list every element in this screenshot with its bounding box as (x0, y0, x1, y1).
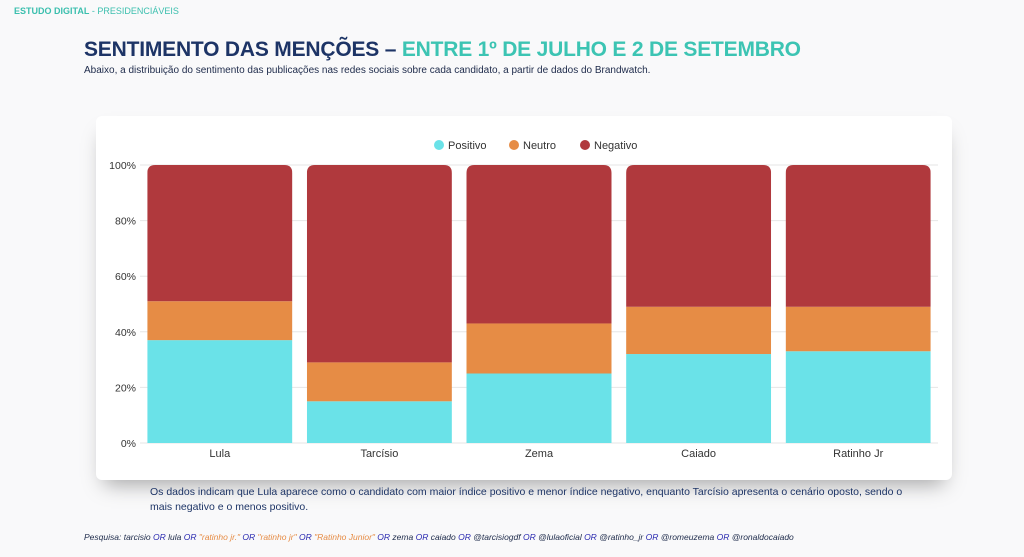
legend-label: Negativo (594, 140, 637, 152)
search-term: @romeuzema (660, 532, 715, 542)
brand-section: PRESIDENCIÁVEIS (97, 6, 179, 16)
search-term: "ratinho jr" (257, 532, 297, 542)
bar-segment-negativo (306, 165, 452, 363)
x-tick-label: Ratinho Jr (833, 448, 883, 460)
search-operator: OR (150, 532, 169, 542)
bar-segment-positivo (306, 401, 452, 443)
chart-card: 0% 20% 40% 60% 80% 100% Lula Tarcísio Zema Caiado… (96, 116, 952, 480)
title-main: SENTIMENTO DAS MENÇÕES – (84, 38, 402, 61)
bar-segment-neutro (785, 306, 931, 352)
brand-header: ESTUDO DIGITAL - PRESIDENCIÁVEIS (14, 6, 179, 16)
bar-segment-positivo (466, 373, 612, 443)
search-label: Pesquisa: (84, 532, 124, 542)
brand-name: ESTUDO DIGITAL (14, 6, 90, 16)
x-tick-label: Tarcísio (360, 448, 398, 460)
legend-label: Neutro (523, 140, 556, 152)
search-term: zema (392, 532, 414, 542)
search-operator: OR (455, 532, 474, 542)
search-term: @lulaoficial (538, 532, 582, 542)
analysis-note: Os dados indicam que Lula aparece como o… (150, 486, 903, 513)
bar-segment-neutro (626, 306, 772, 355)
bar-segment-negativo (785, 165, 931, 307)
legend-marker (434, 140, 444, 150)
legend-marker (580, 140, 590, 150)
search-operator: OR (581, 532, 600, 542)
y-tick-label: 20% (115, 382, 136, 394)
legend-label: Positivo (448, 140, 487, 152)
bar-segment-negativo (147, 165, 293, 302)
bar-segment-negativo (626, 165, 772, 307)
page-title: SENTIMENTO DAS MENÇÕES – ENTRE 1º DE JUL… (84, 38, 801, 62)
search-term: lula (168, 532, 182, 542)
search-operator: OR (181, 532, 199, 542)
bar-segment-positivo (785, 351, 931, 443)
search-operator: OR (240, 532, 258, 542)
y-tick-label: 60% (115, 271, 136, 283)
title-highlight: ENTRE 1º DE JULHO E 2 DE SETEMBRO (401, 38, 801, 61)
search-operator: OR (296, 532, 315, 542)
x-tick-label: Lula (209, 448, 231, 460)
bar-segment-neutro (466, 323, 612, 374)
y-tick-label: 40% (115, 327, 136, 339)
search-term: @tarcisiogdf (473, 532, 521, 542)
search-operator: OR (413, 532, 431, 542)
bar-segment-neutro (306, 362, 452, 402)
bar-segment-positivo (147, 340, 293, 443)
search-term: "ratinho jr." (198, 532, 240, 542)
x-tick-label: Caiado (681, 448, 716, 460)
y-tick-label: 80% (115, 216, 136, 228)
search-query: Pesquisa: tarcisio OR lula OR "ratinho j… (84, 532, 794, 542)
brand-separator: - (89, 6, 98, 16)
search-term: @ronaldocaiado (731, 532, 794, 542)
y-tick-label: 0% (121, 438, 136, 450)
stacked-bar-chart: 0% 20% 40% 60% 80% 100% Lula Tarcísio Zema Caiado… (109, 140, 938, 460)
page-subtitle: Abaixo, a distribuição do sentimento das… (84, 65, 651, 76)
legend-marker (509, 140, 519, 150)
search-term: caiado (430, 532, 456, 542)
y-tick-label: 100% (109, 160, 136, 172)
search-term: tarcisio (123, 532, 151, 542)
search-operator: OR (520, 532, 539, 542)
bar-segment-positivo (626, 354, 772, 443)
bar-segment-negativo (466, 165, 612, 324)
search-operator: OR (643, 532, 661, 542)
search-term: "Ratinho Junior" (314, 532, 375, 542)
search-term: @ratinho_jr (599, 532, 644, 542)
search-operator: OR (714, 532, 732, 542)
bar-segment-neutro (147, 301, 293, 341)
search-operator: OR (374, 532, 393, 542)
x-tick-label: Zema (525, 448, 554, 460)
